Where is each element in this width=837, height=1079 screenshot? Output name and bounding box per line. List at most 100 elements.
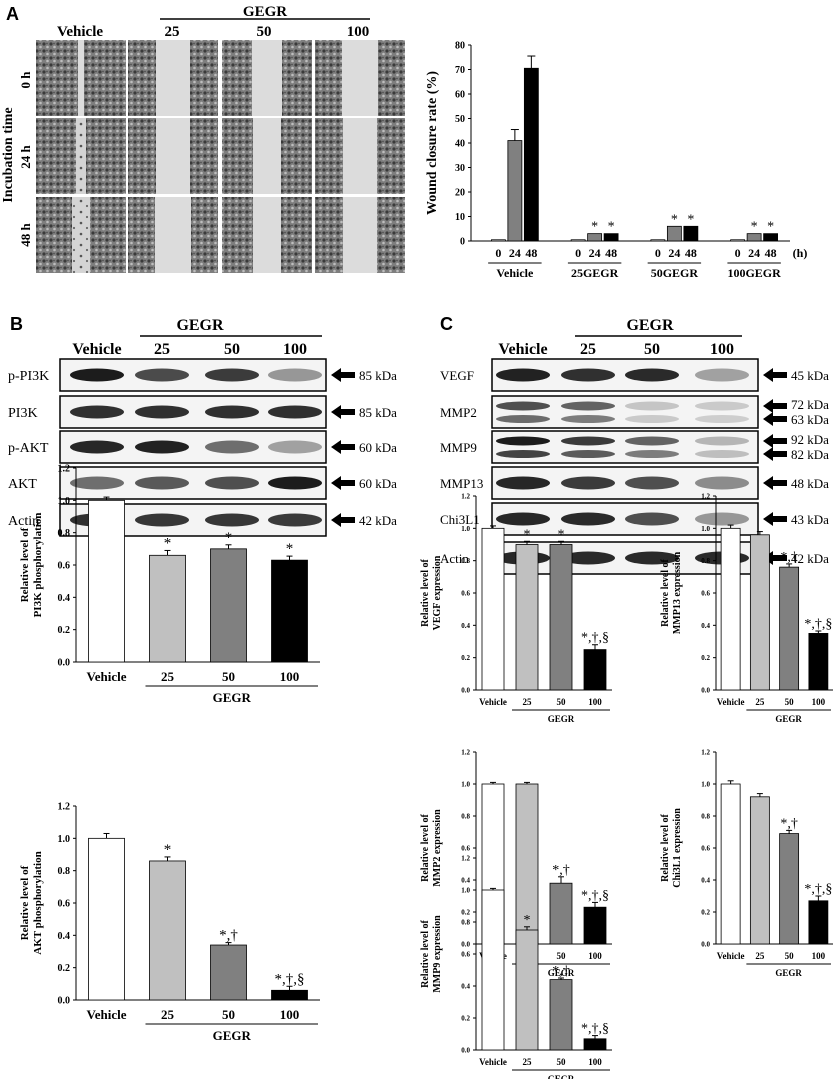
y-tick-label: 30 bbox=[455, 163, 465, 174]
blot-b-protein-label: Actin bbox=[8, 514, 39, 529]
blot-band bbox=[205, 440, 259, 454]
significance-mark: * bbox=[558, 527, 565, 542]
arrow-icon bbox=[331, 440, 355, 454]
blot-c-lane-label: 100 bbox=[710, 341, 734, 358]
x-tick-label: 25 bbox=[755, 697, 765, 707]
micro-wound-gap bbox=[253, 197, 281, 273]
y-tick-label: 1.0 bbox=[701, 525, 710, 533]
y-tick-label: 10 bbox=[455, 212, 465, 223]
arrow-icon bbox=[763, 434, 787, 448]
bar bbox=[210, 548, 247, 663]
bar bbox=[271, 559, 308, 663]
bar bbox=[570, 239, 586, 242]
blot-c-protein-label: MMP2 bbox=[440, 405, 477, 420]
bar bbox=[746, 233, 762, 242]
bar bbox=[603, 233, 619, 242]
blot-band bbox=[496, 476, 550, 490]
x-tick-label: 50 bbox=[557, 697, 567, 707]
y-tick-label: 1.2 bbox=[461, 492, 470, 500]
y-tick-label: 0.2 bbox=[701, 908, 710, 916]
x-tick-label: Vehicle bbox=[87, 1007, 127, 1022]
y-axis-label: PI3K phosphorylation bbox=[32, 513, 44, 618]
blot-band bbox=[625, 368, 679, 382]
arrow-icon bbox=[331, 405, 355, 419]
micro-wound-gap bbox=[72, 197, 90, 273]
x-tick-label: 100 bbox=[588, 951, 602, 961]
micro-row-label-0h: 0 h bbox=[18, 71, 33, 89]
x-tick-label: 25 bbox=[523, 1057, 533, 1067]
y-tick-label: 1.2 bbox=[58, 802, 71, 813]
arrow-icon bbox=[763, 512, 787, 526]
y-tick-label: 0.8 bbox=[461, 918, 470, 926]
blot-b-protein-label: p-PI3K bbox=[8, 369, 49, 384]
blot-band bbox=[625, 450, 679, 458]
significance-mark: * bbox=[524, 913, 531, 928]
group-label: Vehicle bbox=[496, 266, 534, 280]
mmp13-expression-chart: 0.0 0.2 0.4 0.6 0.8 1.0 1.2 Relative level of MM… bbox=[660, 492, 833, 724]
micro-col-label-vehicle: Vehicle bbox=[57, 24, 103, 40]
x-tick-label: Vehicle bbox=[479, 697, 507, 707]
y-tick-label: 40 bbox=[455, 139, 465, 150]
y-tick-label: 20 bbox=[455, 188, 465, 199]
blot-band bbox=[205, 405, 259, 419]
significance-mark: *,†,§ bbox=[804, 882, 832, 897]
blot-b-group-header: GEGR bbox=[176, 317, 224, 334]
arrow-icon bbox=[763, 412, 787, 426]
blot-c-protein-label: Actin bbox=[440, 551, 469, 566]
group-label: GEGR bbox=[775, 714, 802, 724]
x-tick-label: 50 bbox=[222, 1007, 235, 1022]
significance-mark: * bbox=[286, 541, 294, 557]
bar bbox=[779, 566, 800, 691]
x-tick-label: 48 bbox=[685, 246, 697, 260]
y-tick-label: 70 bbox=[455, 65, 465, 76]
bar bbox=[749, 534, 770, 691]
x-tick-label: 100 bbox=[588, 697, 602, 707]
group-label: GEGR bbox=[775, 968, 802, 978]
arrow-icon bbox=[763, 368, 787, 382]
y-tick-label: 0.8 bbox=[58, 528, 71, 539]
blot-band bbox=[561, 436, 615, 446]
micro-row-label-24h: 24 h bbox=[18, 144, 33, 168]
blot-c-strip bbox=[491, 430, 759, 464]
blot-band bbox=[205, 513, 259, 527]
bar bbox=[490, 239, 506, 242]
bar bbox=[587, 233, 603, 242]
bar bbox=[650, 239, 666, 242]
x-tick-label: 0 bbox=[655, 246, 661, 260]
blot-band bbox=[70, 405, 124, 419]
bar bbox=[271, 989, 308, 1001]
x-tick-label: 0 bbox=[575, 246, 581, 260]
y-tick-label: 0.0 bbox=[701, 940, 710, 948]
bar bbox=[507, 140, 523, 242]
y-tick-label: 0.2 bbox=[461, 654, 470, 662]
bar bbox=[763, 233, 779, 242]
blot-band bbox=[561, 551, 615, 565]
arrow-icon bbox=[331, 513, 355, 527]
blot-band bbox=[625, 436, 679, 446]
blot-band bbox=[625, 512, 679, 526]
significance-mark: * bbox=[591, 220, 598, 235]
blot-c-protein-label: VEGF bbox=[440, 368, 474, 383]
blot-band bbox=[268, 368, 322, 382]
y-tick-label: 1.0 bbox=[461, 780, 470, 788]
bar bbox=[549, 882, 573, 945]
blot-band bbox=[561, 512, 615, 526]
group-label: 50GEGR bbox=[651, 266, 699, 280]
group-label: GEGR bbox=[548, 1074, 575, 1079]
micro-row-label-48h: 48 h bbox=[18, 222, 33, 246]
y-tick-label: 0.0 bbox=[701, 686, 710, 694]
blot-band bbox=[496, 512, 550, 526]
x-tick-label: 100 bbox=[280, 1007, 300, 1022]
y-axis-label: Relative level of bbox=[19, 865, 31, 940]
blot-b-protein-label: p-AKT bbox=[8, 441, 49, 456]
x-tick-label: 24 bbox=[589, 246, 601, 260]
x-tick-label: 48 bbox=[765, 246, 777, 260]
y-tick-label: 0.4 bbox=[461, 876, 470, 884]
x-tick-label: 0 bbox=[495, 246, 501, 260]
group-label: 25GEGR bbox=[571, 266, 619, 280]
x-tick-label: 100 bbox=[812, 697, 826, 707]
pi3k-phosphorylation-chart: 0.0 0.2 0.4 0.6 0.8 1.0 1.2 Relative level of PI… bbox=[19, 464, 320, 705]
blot-band bbox=[135, 513, 189, 527]
bar bbox=[515, 929, 539, 1051]
y-tick-label: 0.4 bbox=[701, 622, 710, 630]
